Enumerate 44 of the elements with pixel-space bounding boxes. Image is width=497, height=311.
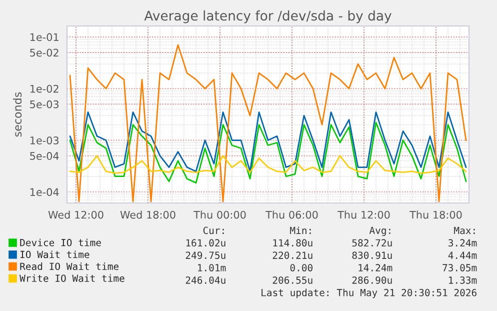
- y-axis-title: seconds: [13, 92, 22, 137]
- legend-label: Write IO Wait time: [20, 274, 124, 282]
- y-tick-label: 5e-03: [30, 100, 59, 108]
- x-tick-label: Thu 00:00: [194, 210, 246, 219]
- text: 286.90u: [352, 276, 392, 284]
- y-tick-label: 5e-04: [30, 152, 59, 160]
- text: 3.24m: [448, 239, 477, 247]
- y-tick-label: 1e-02: [30, 84, 58, 93]
- y-tick-label: 5e-02: [30, 48, 58, 57]
- line-series: [69, 122, 467, 184]
- text: 1.33m: [449, 276, 477, 284]
- text: 1.01m: [198, 264, 226, 272]
- text: Avg:: [369, 226, 390, 236]
- line-series: [69, 155, 467, 174]
- text: Min:: [290, 226, 311, 234]
- x-tick-label: Thu 06:00: [266, 210, 318, 219]
- x-tick-label: Thu 12:00: [338, 210, 390, 219]
- text: 4.44m: [448, 252, 477, 259]
- x-tick-label: Wed 18:00: [120, 210, 176, 219]
- text: 830.91u: [352, 252, 392, 259]
- y-tick-label: 1e-03: [30, 136, 59, 144]
- legend-label: Read IO Wait time: [20, 262, 118, 270]
- line-series: [69, 111, 467, 172]
- x-tick-label: Wed 12:00: [48, 210, 104, 219]
- y-tick-label: 1e-04: [30, 188, 59, 196]
- text: Cur:: [203, 226, 224, 234]
- text: 161.02u: [186, 239, 226, 247]
- line-series: [69, 44, 467, 202]
- x-tick-label: Thu 18:00: [410, 210, 462, 219]
- text: 246.04u: [186, 276, 226, 284]
- legend-label: Device IO time: [20, 238, 101, 246]
- text: 206.55u: [272, 276, 312, 284]
- text: 220.21u: [272, 252, 312, 259]
- text: 73.05m: [442, 264, 477, 272]
- text: Last update: Thu May 21 20:30:51 2026: [262, 288, 476, 298]
- text: 582.72u: [352, 239, 392, 247]
- legend-label: IO Wait time: [20, 250, 90, 258]
- text: 114.80u: [273, 239, 312, 247]
- chart-title: Average latency for /dev/sda - by day: [144, 10, 392, 24]
- text: 249.75u: [186, 252, 226, 259]
- y-tick-label: 1e-01: [30, 33, 58, 42]
- text: 0.00: [290, 264, 312, 272]
- text: Max:: [454, 226, 475, 234]
- text: 14.24m: [358, 264, 392, 272]
